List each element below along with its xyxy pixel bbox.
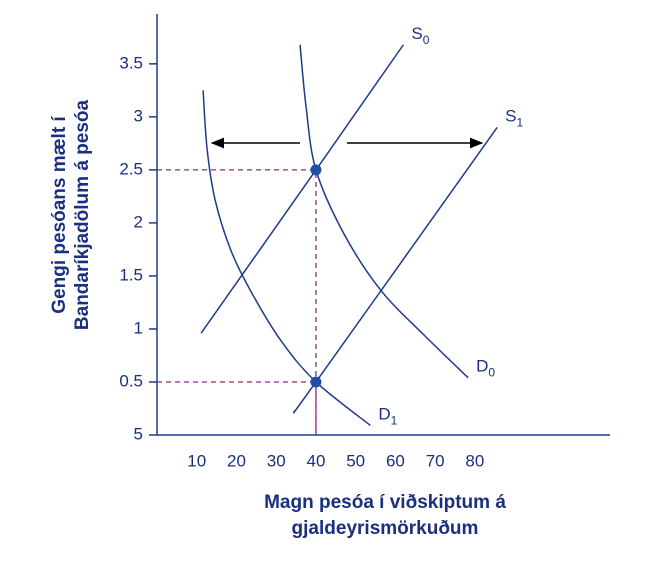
y-tick-label: 3.5	[119, 53, 143, 72]
x-axis-label: Magn pesóa í viðskiptum á	[264, 492, 506, 513]
curve	[299, 44, 469, 379]
curve-label: D0	[476, 357, 495, 380]
guide-line	[157, 169, 317, 435]
y-tick-label: 0.5	[119, 371, 143, 390]
y-tick-label: 5	[134, 424, 143, 443]
x-axis-label: gjaldeyrismörkuðum	[292, 518, 479, 539]
curve-name: S	[411, 24, 422, 43]
curve	[292, 127, 498, 414]
guide-line	[157, 381, 317, 435]
equilibrium-point	[310, 376, 322, 388]
curve-subscript: 0	[488, 366, 495, 380]
y-tick-label: 1.5	[119, 265, 143, 284]
y-tick-label: 2.5	[119, 159, 143, 178]
x-tick-label: 70	[426, 451, 445, 470]
y-tick-label: 1	[134, 318, 143, 337]
curve-label: S0	[411, 24, 429, 47]
curve-name: S	[505, 107, 516, 126]
x-tick-label: 80	[465, 451, 484, 470]
curve-subscript: 1	[391, 414, 398, 428]
x-tick-label: 50	[346, 451, 365, 470]
y-axis-label: Gengi pesóans mælt í	[49, 116, 70, 314]
x-tick-label: 40	[306, 451, 325, 470]
y-tick-label: 2	[134, 212, 143, 231]
curve-label: S1	[505, 107, 523, 130]
x-tick-label: 30	[267, 451, 286, 470]
curve-name: D	[378, 405, 390, 424]
x-tick-label: 60	[386, 451, 405, 470]
y-axis-label: Bandaríkjadölum á pesóa	[72, 99, 93, 330]
equilibrium-point	[310, 164, 322, 176]
curve-name: D	[476, 357, 488, 376]
curve	[202, 90, 371, 427]
curve-label: D1	[378, 405, 397, 428]
x-tick-label: 10	[187, 451, 206, 470]
y-tick-label: 3	[134, 106, 143, 125]
curve-subscript: 1	[516, 116, 523, 130]
curve-subscript: 0	[423, 33, 430, 47]
x-tick-label: 20	[227, 451, 246, 470]
curve	[200, 44, 404, 334]
